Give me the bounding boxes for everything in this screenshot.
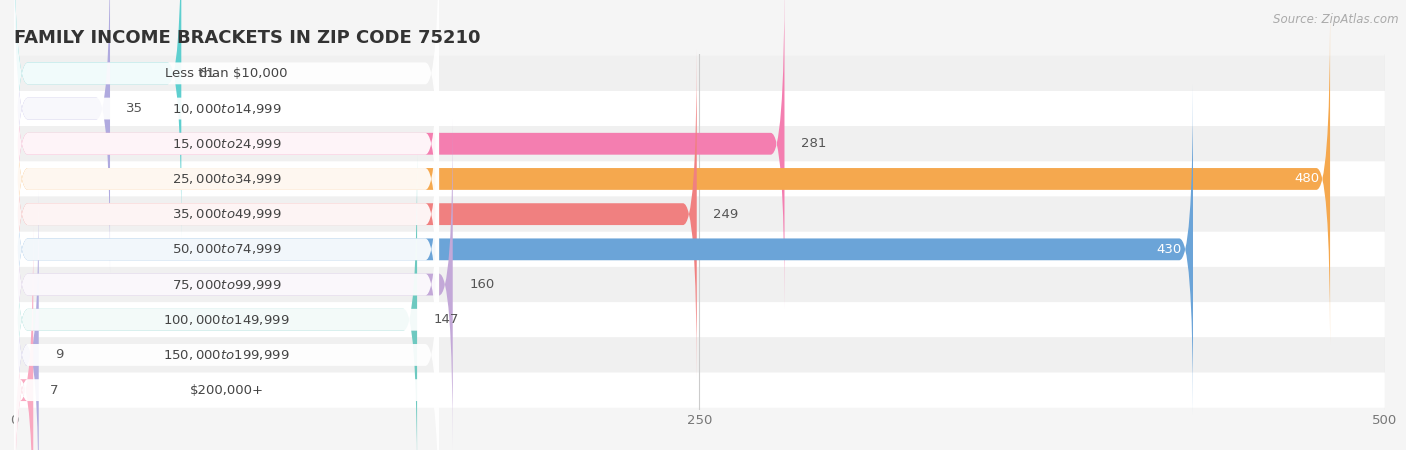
FancyBboxPatch shape [14,0,439,309]
FancyBboxPatch shape [14,155,418,450]
FancyBboxPatch shape [14,49,697,379]
Text: FAMILY INCOME BRACKETS IN ZIP CODE 75210: FAMILY INCOME BRACKETS IN ZIP CODE 75210 [14,29,481,47]
Text: 249: 249 [713,207,738,220]
FancyBboxPatch shape [14,197,1385,232]
Text: 281: 281 [801,137,827,150]
FancyBboxPatch shape [14,119,439,450]
FancyBboxPatch shape [14,302,1385,338]
FancyBboxPatch shape [14,190,39,450]
FancyBboxPatch shape [14,14,1330,344]
Text: 35: 35 [127,102,143,115]
Text: $200,000+: $200,000+ [190,384,263,396]
Text: $15,000 to $24,999: $15,000 to $24,999 [172,137,281,151]
FancyBboxPatch shape [14,267,1385,302]
FancyBboxPatch shape [14,338,1385,373]
FancyBboxPatch shape [14,225,34,450]
FancyBboxPatch shape [14,190,439,450]
Text: $100,000 to $149,999: $100,000 to $149,999 [163,313,290,327]
FancyBboxPatch shape [14,0,785,309]
Text: $25,000 to $34,999: $25,000 to $34,999 [172,172,281,186]
Text: 480: 480 [1294,172,1319,185]
Text: $150,000 to $199,999: $150,000 to $199,999 [163,348,290,362]
FancyBboxPatch shape [14,84,439,414]
FancyBboxPatch shape [14,119,453,450]
Text: $35,000 to $49,999: $35,000 to $49,999 [172,207,281,221]
Text: $75,000 to $99,999: $75,000 to $99,999 [172,278,281,292]
Text: Less than $10,000: Less than $10,000 [166,67,288,80]
FancyBboxPatch shape [14,56,1385,91]
FancyBboxPatch shape [14,162,1385,197]
Text: 61: 61 [198,67,215,80]
FancyBboxPatch shape [14,155,439,450]
Text: 160: 160 [470,278,495,291]
FancyBboxPatch shape [14,373,1385,408]
FancyBboxPatch shape [14,49,439,379]
Text: Source: ZipAtlas.com: Source: ZipAtlas.com [1274,14,1399,27]
FancyBboxPatch shape [14,225,439,450]
FancyBboxPatch shape [14,0,110,274]
FancyBboxPatch shape [14,91,1385,126]
FancyBboxPatch shape [14,232,1385,267]
Text: $10,000 to $14,999: $10,000 to $14,999 [172,102,281,116]
FancyBboxPatch shape [14,14,439,344]
Text: $50,000 to $74,999: $50,000 to $74,999 [172,243,281,256]
FancyBboxPatch shape [14,84,1192,414]
Text: 430: 430 [1157,243,1182,256]
Text: 7: 7 [49,384,58,396]
Text: 9: 9 [55,348,63,361]
FancyBboxPatch shape [14,0,181,238]
FancyBboxPatch shape [14,0,439,238]
FancyBboxPatch shape [14,126,1385,162]
Text: 147: 147 [433,313,458,326]
FancyBboxPatch shape [14,0,439,274]
